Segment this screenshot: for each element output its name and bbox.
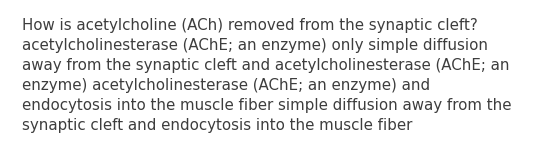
Text: How is acetylcholine (ACh) removed from the synaptic cleft?
acetylcholinesterase: How is acetylcholine (ACh) removed from …	[22, 18, 512, 133]
